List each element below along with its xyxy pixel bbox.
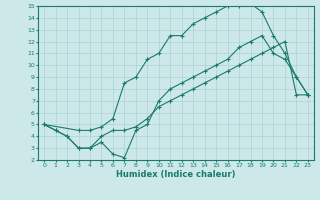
X-axis label: Humidex (Indice chaleur): Humidex (Indice chaleur)	[116, 170, 236, 179]
